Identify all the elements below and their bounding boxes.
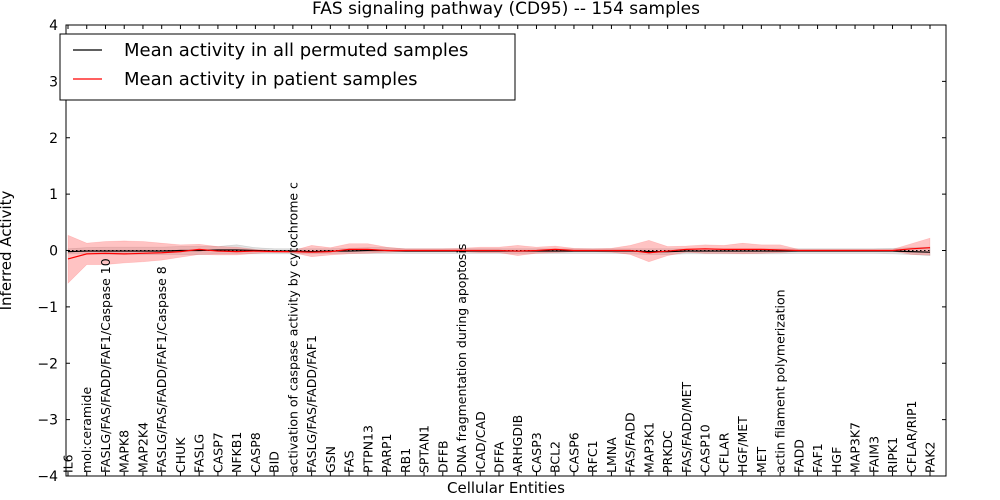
- legend-box: [59, 33, 516, 101]
- x-category-label: FASLG/FAS/FADD/FAF1: [304, 335, 319, 473]
- x-category-label: FAS/FADD: [623, 412, 638, 473]
- x-category-label: HGF/MET: [735, 416, 750, 473]
- x-category-label: PRKDC: [660, 430, 675, 473]
- x-category-label: FASLG/FAS/FADD/FAF1/Caspase 8: [154, 266, 169, 473]
- x-category-label: actin filament polymerization: [773, 289, 788, 473]
- y-tick-label: 0: [49, 244, 58, 260]
- x-category-label: FAF1: [810, 443, 825, 473]
- x-category-label: FAIM3: [866, 436, 881, 473]
- x-category-label: PTPN13: [360, 425, 375, 473]
- x-category-label: CHUK: [173, 437, 188, 473]
- chart-title: FAS signaling pathway (CD95) -- 154 samp…: [312, 0, 700, 19]
- series-lines: [67, 247, 931, 260]
- x-category-label: CFLAR/RIP1: [904, 401, 919, 473]
- x-category-label: SPTAN1: [417, 425, 432, 473]
- x-category-label: mol:ceramide: [79, 387, 94, 473]
- x-category-label: RFC1: [585, 440, 600, 473]
- confidence-bands: [67, 234, 931, 284]
- x-category-label: FAS: [342, 450, 357, 473]
- x-category-label: IL6: [61, 454, 76, 473]
- x-category-label: MAP2K4: [135, 422, 150, 473]
- x-category-label: CASP7: [210, 432, 225, 473]
- y-tick-label: 4: [49, 18, 58, 34]
- x-category-label: PAK2: [923, 442, 938, 473]
- x-category-label: MAPK8: [117, 430, 132, 473]
- y-tick-label: −1: [37, 300, 58, 316]
- x-category-label: CFLAR: [716, 432, 731, 473]
- x-category-label: FADD: [791, 439, 806, 473]
- x-category-label: DFFB: [435, 440, 450, 473]
- y-tick-label: −4: [37, 469, 58, 485]
- x-category-label: CASP3: [529, 432, 544, 473]
- x-category-label: ARHGDIB: [510, 415, 525, 473]
- x-category-label: MAP3K7: [848, 422, 863, 473]
- patient-mean-line: [67, 247, 931, 260]
- x-category-label: FASLG/FAS/FADD/FAF1/Caspase 10: [98, 258, 113, 473]
- x-category-label: MAP3K1: [641, 422, 656, 473]
- x-category-label: activation of caspase activity by cytoch…: [285, 182, 300, 473]
- x-category-label: CASP10: [698, 424, 713, 473]
- x-category-label: FASLG: [192, 434, 207, 473]
- x-axis-ticks: [67, 25, 931, 476]
- x-category-label: DNA fragmentation during apoptosis: [454, 244, 469, 473]
- y-axis-label: Inferred Activity: [0, 190, 15, 310]
- x-category-label: NFKB1: [229, 432, 244, 473]
- x-category-label: ICAD/CAD: [473, 411, 488, 473]
- x-axis-label: Cellular Entities: [447, 479, 565, 497]
- x-category-label: HGF: [829, 447, 844, 473]
- legend-label-patient: Mean activity in patient samples: [124, 69, 418, 90]
- x-category-label: DFFA: [492, 441, 507, 473]
- y-axis-ticks: −4 −3 −2 −1 0 1 2 3 4: [37, 18, 946, 485]
- y-tick-label: 1: [49, 187, 58, 203]
- x-category-label: RIPK1: [885, 437, 900, 473]
- x-category-label: GSN: [323, 446, 338, 473]
- y-tick-label: 2: [49, 131, 58, 147]
- legend: Mean activity in all permuted samples Me…: [59, 33, 516, 101]
- patient-band: [67, 234, 931, 284]
- x-category-label: LMNA: [604, 437, 619, 473]
- x-category-label: CASP6: [566, 432, 581, 473]
- y-tick-label: −3: [37, 413, 58, 429]
- x-category-label: FAS/FADD/MET: [679, 382, 694, 473]
- x-category-label: BID: [267, 451, 282, 473]
- y-tick-label: −2: [37, 356, 58, 372]
- x-category-label: PARP1: [379, 434, 394, 473]
- y-tick-label: 3: [49, 74, 58, 90]
- x-category-label: BCL2: [548, 441, 563, 473]
- plot-frame: [65, 24, 947, 477]
- x-category-label: RB1: [398, 448, 413, 473]
- x-category-labels: IL6 mol:ceramide FASLG/FAS/FADD/FAF1/Caspa…: [61, 182, 938, 473]
- x-category-label: MET: [754, 446, 769, 473]
- x-category-label: CASP8: [248, 432, 263, 473]
- legend-label-permuted: Mean activity in all permuted samples: [124, 40, 468, 61]
